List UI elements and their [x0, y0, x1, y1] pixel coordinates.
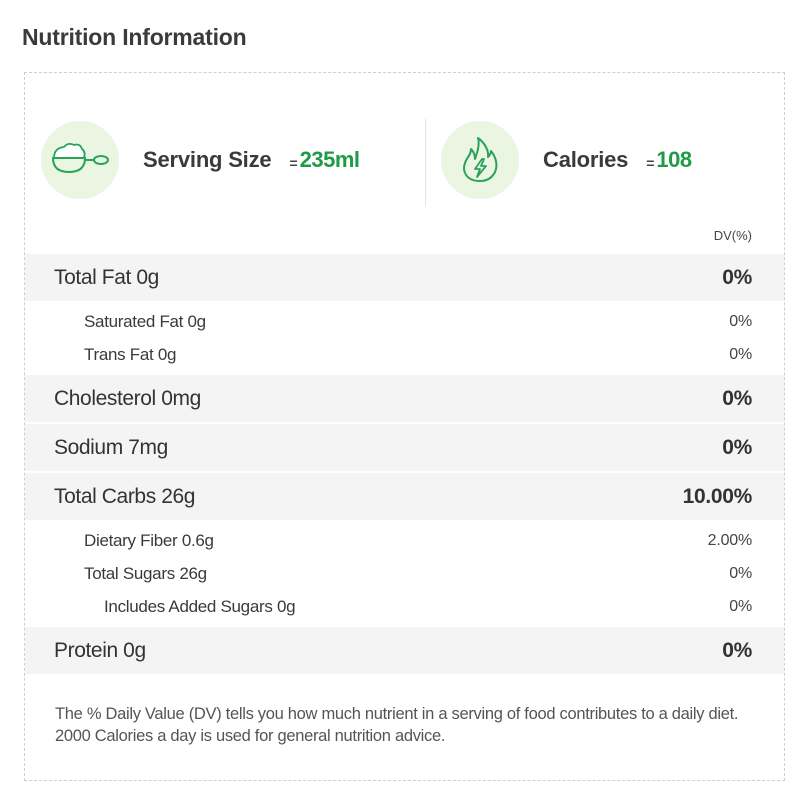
- summary-divider: [425, 119, 426, 207]
- nutrient-label: Total Carbs 26g: [54, 484, 196, 508]
- nutrient-dv: 0%: [722, 386, 752, 410]
- nutrient-dv: 0%: [722, 435, 752, 459]
- nutrient-row-trans-fat: Trans Fat 0g 0%: [25, 338, 784, 371]
- nutrient-row-cholesterol: Cholesterol 0mg 0%: [25, 375, 784, 422]
- dv-footnote: The % Daily Value (DV) tells you how muc…: [55, 705, 739, 745]
- nutrition-panel: Serving Size = 235ml Calories = 108 DV(%…: [24, 72, 785, 781]
- nutrient-row-added-sugars: Includes Added Sugars 0g 0%: [25, 590, 784, 623]
- scoop-icon: [41, 121, 119, 199]
- serving-size-label: Serving Size: [143, 147, 272, 172]
- serving-size-summary: Serving Size = 235ml: [41, 121, 360, 199]
- nutrient-label: Total Fat 0g: [54, 265, 159, 289]
- page-title: Nutrition Information: [22, 24, 247, 50]
- flame-icon: [441, 121, 519, 199]
- nutrient-row-sodium: Sodium 7mg 0%: [25, 424, 784, 471]
- nutrient-label: Cholesterol 0mg: [54, 386, 201, 410]
- nutrient-row-dietary-fiber: Dietary Fiber 0.6g 2.00%: [25, 524, 784, 557]
- nutrient-dv: 0%: [722, 265, 752, 289]
- nutrient-label: Sodium 7mg: [54, 435, 168, 459]
- nutrient-row-saturated-fat: Saturated Fat 0g 0%: [25, 305, 784, 338]
- nutrient-row-total-carbs: Total Carbs 26g 10.00%: [25, 473, 784, 520]
- nutrient-label: Protein 0g: [54, 638, 146, 662]
- nutrient-dv: 0%: [722, 638, 752, 662]
- nutrient-dv: 0%: [729, 597, 752, 615]
- nutrient-dv: 0%: [729, 345, 752, 363]
- calories-label: Calories: [543, 147, 629, 172]
- nutrient-dv: 10.00%: [682, 484, 753, 508]
- nutrient-dv: 2.00%: [707, 531, 753, 549]
- nutrient-row-protein: Protein 0g 0%: [25, 627, 784, 674]
- nutrient-dv: 0%: [729, 564, 752, 582]
- summary-section: Serving Size = 235ml Calories = 108: [25, 73, 784, 223]
- nutrient-row-total-fat: Total Fat 0g 0%: [25, 254, 784, 301]
- nutrient-label: Saturated Fat 0g: [84, 311, 206, 331]
- nutrient-row-total-sugars: Total Sugars 26g 0%: [25, 557, 784, 590]
- serving-size-equals: =: [289, 155, 298, 171]
- nutrient-label: Includes Added Sugars 0g: [104, 596, 296, 616]
- nutrient-label: Trans Fat 0g: [84, 344, 177, 364]
- serving-size-value: 235ml: [299, 147, 360, 172]
- nutrient-table: Total Fat 0g 0% Saturated Fat 0g 0% Tran…: [25, 254, 784, 674]
- dv-column-header: DV(%): [713, 228, 752, 243]
- calories-equals: =: [646, 155, 655, 171]
- nutrient-label: Dietary Fiber 0.6g: [84, 530, 214, 550]
- nutrient-label: Total Sugars 26g: [84, 563, 207, 583]
- calories-value: 108: [656, 147, 692, 172]
- calories-summary: Calories = 108: [441, 121, 692, 199]
- nutrient-dv: 0%: [729, 312, 752, 330]
